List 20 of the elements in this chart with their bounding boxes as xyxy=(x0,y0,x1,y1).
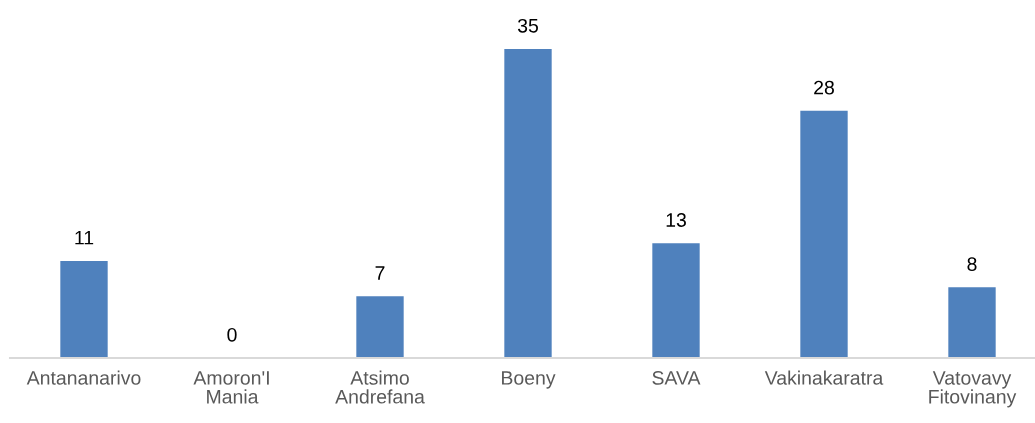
x-tick-label: Vakinakaratra xyxy=(764,370,884,385)
bar xyxy=(800,110,848,358)
x-tick-label: Vatovavy Fitovinany xyxy=(929,371,1017,408)
bar xyxy=(356,296,404,358)
x-tick-label: Boeny xyxy=(502,371,556,389)
data-label: 28 xyxy=(814,80,834,95)
x-tick-label: Atsimo Andrefana xyxy=(335,370,425,404)
data-label: 8 xyxy=(967,257,977,272)
data-label: 11 xyxy=(75,230,94,245)
x-tick-label: Amoron'I Mania xyxy=(193,371,269,404)
data-label: 35 xyxy=(517,18,538,33)
x-tick-label: SAVA xyxy=(652,371,701,385)
bar xyxy=(504,49,552,358)
data-label: 7 xyxy=(375,266,385,280)
bar xyxy=(948,287,996,358)
x-tick-label: Antananarivo xyxy=(26,370,141,385)
bar xyxy=(60,260,108,358)
data-label: 0 xyxy=(227,327,237,342)
bar xyxy=(652,243,700,358)
data-label: 13 xyxy=(666,213,686,227)
